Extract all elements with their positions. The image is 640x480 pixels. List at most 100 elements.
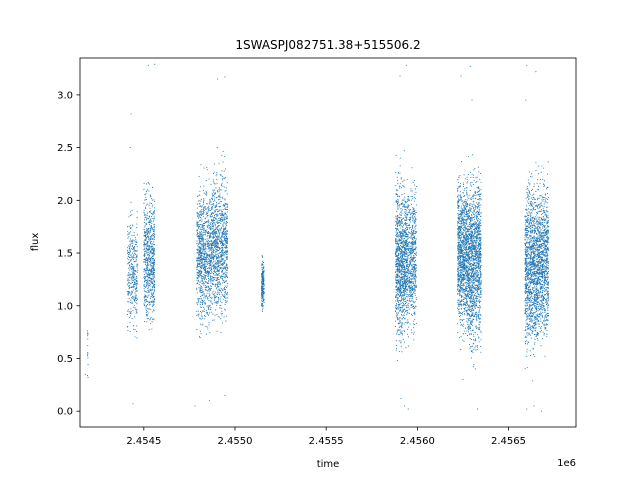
data-point (144, 253, 146, 255)
data-point (216, 284, 219, 286)
data-point (204, 221, 206, 223)
data-point (212, 249, 214, 251)
data-point (223, 253, 225, 255)
data-point (133, 328, 135, 330)
data-point (407, 328, 409, 330)
data-point (212, 191, 215, 193)
data-point (200, 301, 202, 303)
data-point (199, 237, 201, 239)
data-point (216, 183, 218, 185)
data-point (401, 222, 403, 224)
data-point (397, 301, 400, 304)
data-point (207, 286, 210, 288)
data-point (402, 259, 405, 261)
data-point (131, 281, 133, 283)
data-point (198, 253, 200, 256)
data-point (136, 265, 138, 267)
data-point (128, 258, 130, 261)
data-point (219, 293, 221, 296)
data-point (210, 282, 212, 284)
data-point (129, 292, 131, 294)
data-point (411, 251, 413, 253)
data-point (202, 201, 205, 203)
data-point (144, 243, 146, 245)
data-point (209, 222, 211, 224)
data-point (203, 199, 205, 201)
data-point (406, 333, 408, 335)
data-point (227, 291, 229, 293)
data-point (223, 227, 225, 230)
data-point (200, 263, 202, 265)
data-point (128, 216, 130, 218)
data-point (143, 221, 145, 224)
data-point (411, 270, 413, 273)
data-point (145, 279, 148, 282)
data-point (143, 261, 145, 263)
data-point (206, 167, 208, 169)
data-point (399, 322, 401, 324)
data-point (136, 234, 138, 236)
data-point (400, 237, 403, 239)
data-point (397, 219, 399, 221)
data-point (87, 376, 89, 378)
data-point (403, 316, 405, 319)
data-point (133, 232, 135, 234)
data-point (217, 225, 220, 227)
data-point (412, 243, 414, 245)
data-point (149, 280, 151, 282)
data-point (147, 314, 149, 316)
data-point (152, 276, 154, 278)
data-point (212, 283, 214, 285)
data-point (218, 256, 220, 258)
data-point (147, 181, 149, 184)
data-point (206, 203, 208, 205)
data-point (199, 235, 201, 237)
data-point (410, 249, 412, 251)
data-point (150, 280, 152, 282)
data-point (86, 330, 89, 332)
data-point (404, 252, 406, 254)
data-point (395, 294, 397, 296)
data-point (152, 263, 154, 265)
data-point (410, 261, 412, 263)
data-point (201, 280, 203, 282)
data-point (136, 311, 138, 314)
data-point (213, 216, 215, 218)
data-point (144, 244, 146, 246)
data-point (147, 278, 149, 280)
data-point (407, 201, 409, 203)
data-point (401, 318, 403, 320)
data-point (215, 227, 217, 229)
data-point (401, 268, 403, 270)
data-point (395, 270, 397, 272)
data-point (200, 240, 202, 242)
data-point (153, 301, 155, 303)
data-point (401, 322, 403, 324)
data-point (409, 221, 411, 223)
data-point (401, 218, 403, 220)
data-point (206, 248, 208, 250)
data-point (199, 239, 201, 241)
data-point (203, 247, 205, 249)
data-point (126, 291, 128, 293)
data-point (413, 326, 415, 329)
data-point (210, 201, 212, 203)
data-point (397, 323, 399, 325)
data-point (206, 294, 208, 296)
data-point (147, 228, 149, 230)
data-point (226, 264, 228, 266)
data-point (217, 235, 219, 237)
data-point (414, 188, 417, 190)
data-point (396, 360, 398, 362)
data-point (404, 214, 406, 216)
data-point (224, 267, 226, 269)
data-point (133, 239, 135, 242)
data-point (151, 243, 153, 245)
data-point (134, 279, 136, 281)
data-point (400, 331, 402, 334)
data-point (403, 238, 405, 240)
data-point (262, 279, 264, 281)
data-point (262, 281, 264, 283)
data-point (214, 183, 216, 185)
